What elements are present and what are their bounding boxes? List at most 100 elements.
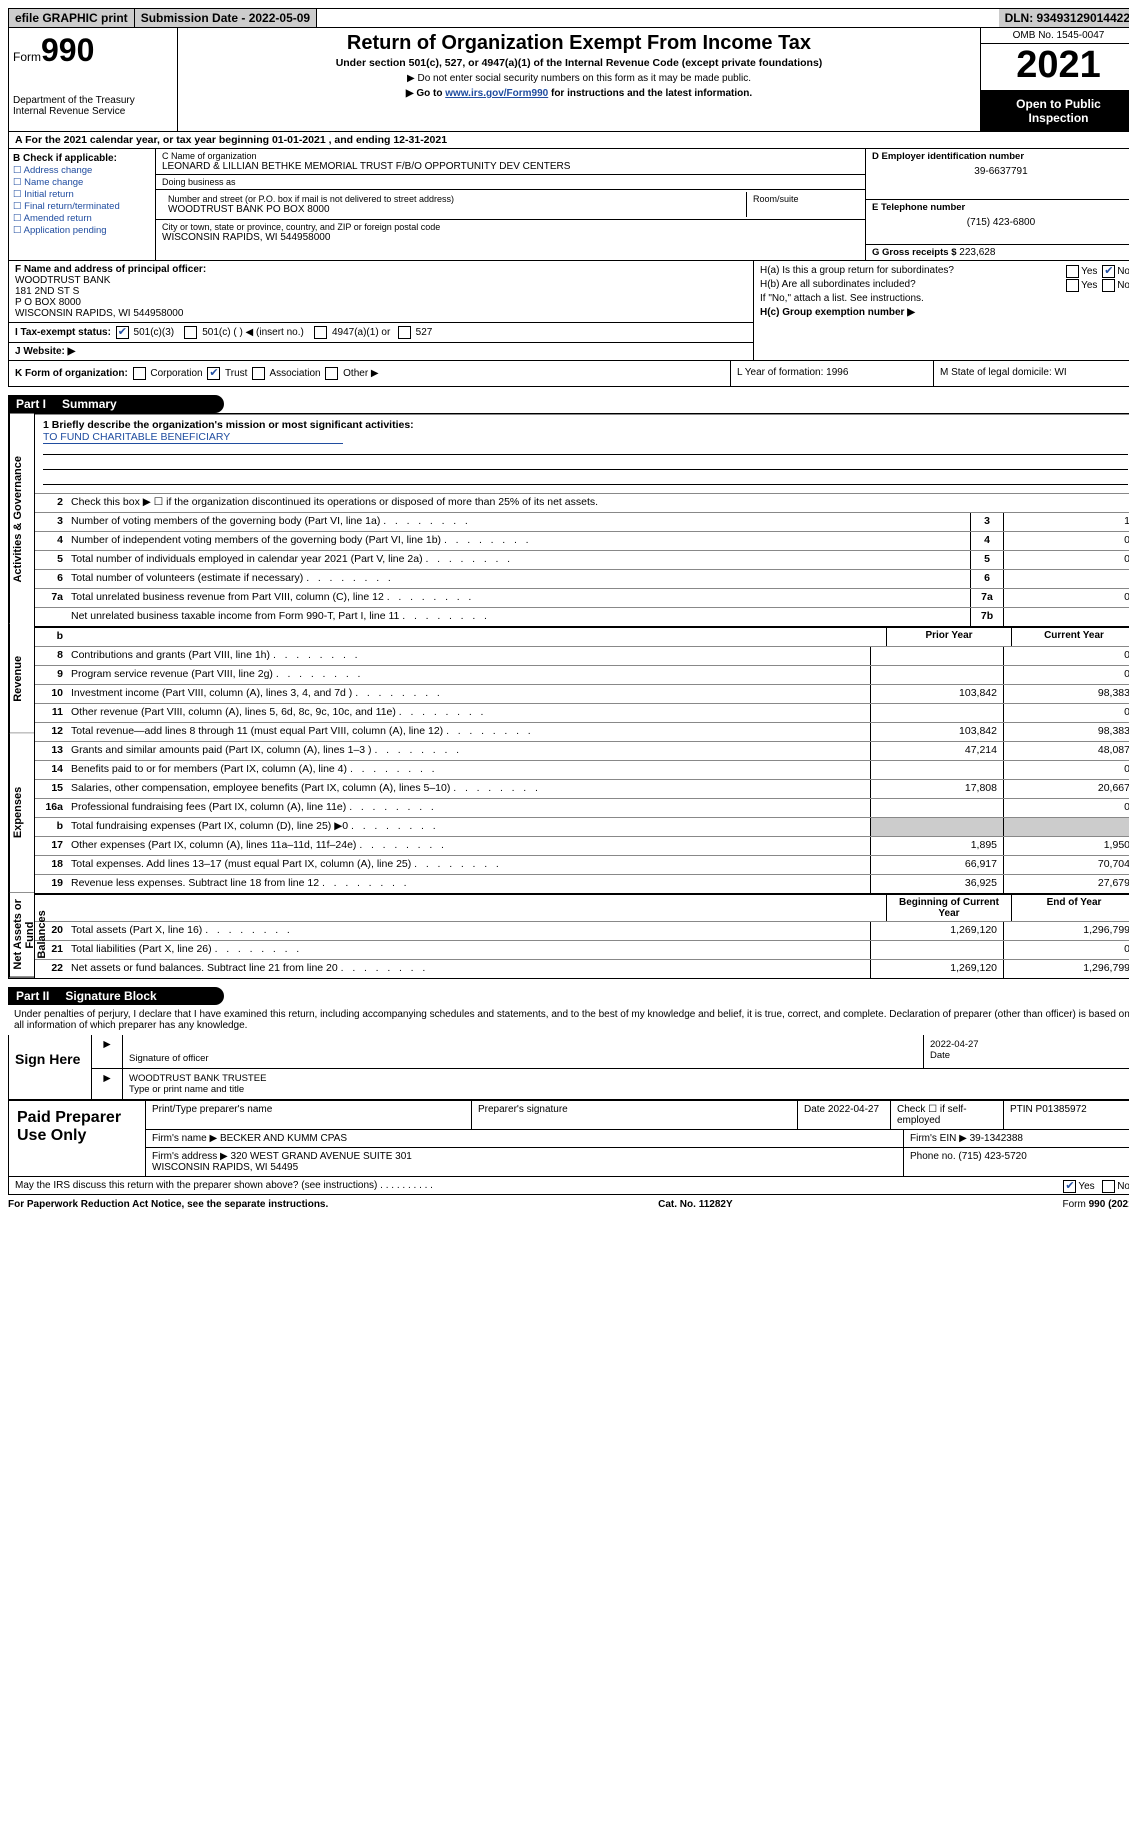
irs-link[interactable]: www.irs.gov/Form990: [445, 88, 548, 99]
summary-line: 12Total revenue—add lines 8 through 11 (…: [35, 722, 1129, 741]
state-domicile: M State of legal domicile: WI: [933, 361, 1129, 386]
dba-cell: Doing business as: [156, 175, 865, 190]
summary-line: 22Net assets or fund balances. Subtract …: [35, 959, 1129, 978]
ssn-warning: ▶ Do not enter social security numbers o…: [182, 73, 976, 84]
penalty-declaration: Under penalties of perjury, I declare th…: [8, 1005, 1129, 1035]
submission-date: Submission Date - 2022-05-09: [135, 9, 317, 27]
box-b: B Check if applicable: ☐ Address change …: [9, 149, 156, 260]
vtab-net: Net Assets or Fund Balances: [9, 893, 34, 978]
website-cell: J Website: ▶: [9, 343, 753, 360]
preparer-name-label: Print/Type preparer's name: [146, 1101, 472, 1129]
hb-yes[interactable]: [1066, 279, 1079, 292]
ha-yes[interactable]: [1066, 265, 1079, 278]
paid-preparer-label: Paid Preparer Use Only: [9, 1101, 146, 1176]
row-k: K Form of organization: Corporation Trus…: [8, 361, 1129, 387]
cb-amended[interactable]: ☐ Amended return: [13, 213, 151, 224]
dln: DLN: 93493129014422: [999, 9, 1129, 27]
summary-line: 17Other expenses (Part IX, column (A), l…: [35, 836, 1129, 855]
summary-line: 4Number of independent voting members of…: [35, 531, 1129, 550]
row-a-period: A For the 2021 calendar year, or tax yea…: [8, 132, 1129, 149]
firm-phone: Phone no. (715) 423-5720: [904, 1148, 1129, 1176]
paid-preparer-block: Paid Preparer Use Only Print/Type prepar…: [8, 1100, 1129, 1177]
discuss-row: May the IRS discuss this return with the…: [8, 1177, 1129, 1195]
cb-assoc[interactable]: [252, 367, 265, 380]
tax-exempt-cell: I Tax-exempt status: 501(c)(3) 501(c) ( …: [9, 323, 753, 343]
summary-line: 19Revenue less expenses. Subtract line 1…: [35, 874, 1129, 893]
summary-line: 11Other revenue (Part VIII, column (A), …: [35, 703, 1129, 722]
form-number: Form990: [13, 32, 173, 69]
vtab-gov: Activities & Governance: [9, 414, 34, 624]
cb-trust[interactable]: [207, 367, 220, 380]
summary-line: bTotal fundraising expenses (Part IX, co…: [35, 817, 1129, 836]
preparer-sig-label: Preparer's signature: [472, 1101, 798, 1129]
summary-line: 16aProfessional fundraising fees (Part I…: [35, 798, 1129, 817]
discuss-no[interactable]: [1102, 1180, 1115, 1193]
public-inspection: Open to Public Inspection: [981, 91, 1129, 131]
cb-app-pending[interactable]: ☐ Application pending: [13, 225, 151, 236]
hb-no[interactable]: [1102, 279, 1115, 292]
discuss-yes[interactable]: [1063, 1180, 1076, 1193]
year-formation: L Year of formation: 1996: [730, 361, 933, 386]
summary-line: 15Salaries, other compensation, employee…: [35, 779, 1129, 798]
firm-name: Firm's name ▶ BECKER AND KUMM CPAS: [146, 1130, 904, 1147]
cb-corp[interactable]: [133, 367, 146, 380]
cb-527[interactable]: [398, 326, 411, 339]
part1-header: Part ISummary: [8, 395, 224, 413]
fgh-block: F Name and address of principal officer:…: [8, 261, 1129, 361]
omb-number: OMB No. 1545-0047: [981, 28, 1129, 44]
type-name-label: Type or print name and title: [129, 1084, 1129, 1095]
box-h: H(a) Is this a group return for subordin…: [753, 261, 1129, 360]
summary-line: 21Total liabilities (Part X, line 26)0: [35, 940, 1129, 959]
tax-year: 2021: [981, 44, 1129, 91]
summary-line: Net unrelated business taxable income fr…: [35, 607, 1129, 626]
summary-line: 13Grants and similar amounts paid (Part …: [35, 741, 1129, 760]
org-name-cell: C Name of organization LEONARD & LILLIAN…: [156, 149, 865, 175]
summary-line: 14Benefits paid to or for members (Part …: [35, 760, 1129, 779]
sig-date: 2022-04-27: [930, 1039, 1129, 1050]
ptin: PTIN P01385972: [1004, 1101, 1129, 1129]
cb-name-change[interactable]: ☐ Name change: [13, 177, 151, 188]
gross-receipts-cell: G Gross receipts $ 223,628: [866, 245, 1129, 260]
cb-501c3[interactable]: [116, 326, 129, 339]
summary-line: 7aTotal unrelated business revenue from …: [35, 588, 1129, 607]
sign-here-label: Sign Here: [9, 1035, 92, 1099]
page-footer: For Paperwork Reduction Act Notice, see …: [8, 1195, 1129, 1214]
ein-cell: D Employer identification number 39-6637…: [866, 149, 1129, 200]
summary-line: 20Total assets (Part X, line 16)1,269,12…: [35, 921, 1129, 940]
summary-line: 6Total number of volunteers (estimate if…: [35, 569, 1129, 588]
instructions-link-line: ▶ Go to www.irs.gov/Form990 for instruct…: [182, 88, 976, 99]
self-employed-cb[interactable]: Check ☐ if self-employed: [891, 1101, 1004, 1129]
cb-4947[interactable]: [314, 326, 327, 339]
efile-label[interactable]: efile GRAPHIC print: [9, 9, 135, 27]
summary-line: 5Total number of individuals employed in…: [35, 550, 1129, 569]
part2-header: Part IISignature Block: [8, 987, 224, 1005]
arrow-icon: ▶: [92, 1069, 123, 1099]
street-cell: Number and street (or P.O. box if mail i…: [156, 190, 865, 220]
cb-initial-return[interactable]: ☐ Initial return: [13, 189, 151, 200]
phone-cell: E Telephone number (715) 423-6800: [866, 200, 1129, 245]
sign-here-block: Sign Here ▶ Signature of officer 2022-04…: [8, 1035, 1129, 1100]
cb-address-change[interactable]: ☐ Address change: [13, 165, 151, 176]
vtab-exp: Expenses: [9, 733, 34, 893]
summary-line: 10Investment income (Part VIII, column (…: [35, 684, 1129, 703]
officer-cell: F Name and address of principal officer:…: [9, 261, 753, 323]
header: Form990 Department of the Treasury Inter…: [8, 28, 1129, 132]
box-b-header: B Check if applicable:: [13, 153, 151, 164]
form-subtitle: Under section 501(c), 527, or 4947(a)(1)…: [182, 57, 976, 69]
summary-line: 18Total expenses. Add lines 13–17 (must …: [35, 855, 1129, 874]
dept-label: Department of the Treasury Internal Reve…: [13, 95, 173, 117]
main-identity-block: B Check if applicable: ☐ Address change …: [8, 149, 1129, 261]
vtab-rev: Revenue: [9, 624, 34, 734]
sig-date-label: Date: [930, 1050, 1129, 1061]
summary-table: Activities & Governance Revenue Expenses…: [8, 413, 1129, 979]
officer-name: WOODTRUST BANK TRUSTEE: [129, 1073, 1129, 1084]
cb-final-return[interactable]: ☐ Final return/terminated: [13, 201, 151, 212]
firm-address: Firm's address ▶ 320 WEST GRAND AVENUE S…: [146, 1148, 904, 1176]
cb-other[interactable]: [325, 367, 338, 380]
sig-officer-label: Signature of officer: [129, 1053, 917, 1064]
summary-line: 8Contributions and grants (Part VIII, li…: [35, 646, 1129, 665]
ha-no[interactable]: [1102, 265, 1115, 278]
cb-501c[interactable]: [184, 326, 197, 339]
firm-ein: Firm's EIN ▶ 39-1342388: [904, 1130, 1129, 1147]
preparer-date: Date 2022-04-27: [798, 1101, 891, 1129]
